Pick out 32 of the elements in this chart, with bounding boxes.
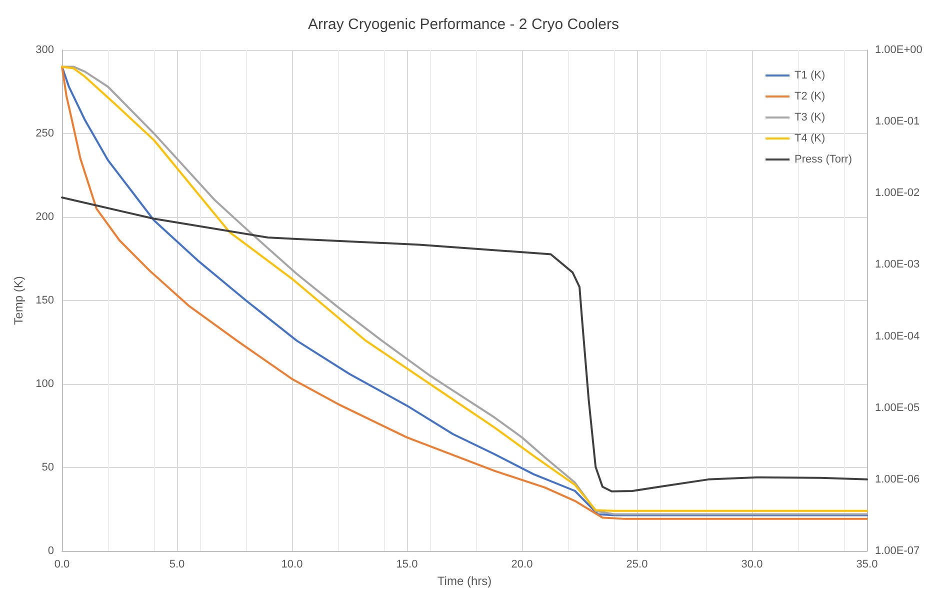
y-tick-label: 0 (48, 545, 54, 557)
y2-tick-label: 1.00E-05 (875, 402, 920, 414)
x-tick-label: 5.0 (169, 558, 185, 570)
y2-tick-label: 1.00E-07 (875, 545, 920, 557)
y2-tick-label: 1.00E-02 (875, 187, 920, 200)
x-tick-label: 25.0 (626, 558, 648, 570)
legend-label: T2 (K) (794, 90, 826, 102)
legend-label: T3 (K) (794, 112, 826, 124)
y2-tick-label: 1.00E-01 (875, 116, 920, 128)
y-tick-label: 250 (36, 128, 54, 140)
y2-tick-label: 1.00E-03 (875, 258, 920, 271)
x-tick-label: 10.0 (281, 558, 303, 570)
x-tick-label: 30.0 (741, 558, 763, 570)
legend-label: Press (Torr) (794, 154, 852, 166)
x-tick-label: 15.0 (396, 558, 418, 570)
y-tick-label: 100 (36, 378, 54, 390)
x-tick-label: 20.0 (511, 558, 533, 570)
chart-title: Array Cryogenic Performance - 2 Cryo Coolers (308, 16, 619, 33)
line-series (61, 196, 868, 492)
legend-label: T1 (K) (794, 70, 826, 82)
x-tick-label: 0.0 (54, 558, 70, 570)
y-tick-label: 150 (36, 294, 54, 306)
x-tick-label: 35.0 (856, 558, 878, 570)
y-axis-title: Temp (K) (12, 276, 26, 325)
y2-tick-label: 1.00E-04 (875, 330, 920, 342)
y-tick-label: 200 (36, 211, 54, 223)
legend-label: T4 (K) (794, 132, 826, 144)
y-tick-label: 50 (42, 462, 54, 474)
y2-tick-label: 1.00E+00 (875, 44, 922, 56)
y-tick-label: 300 (36, 44, 54, 56)
x-axis-title: Time (hrs) (437, 574, 492, 588)
y2-tick-label: 1.00E-06 (875, 473, 920, 486)
